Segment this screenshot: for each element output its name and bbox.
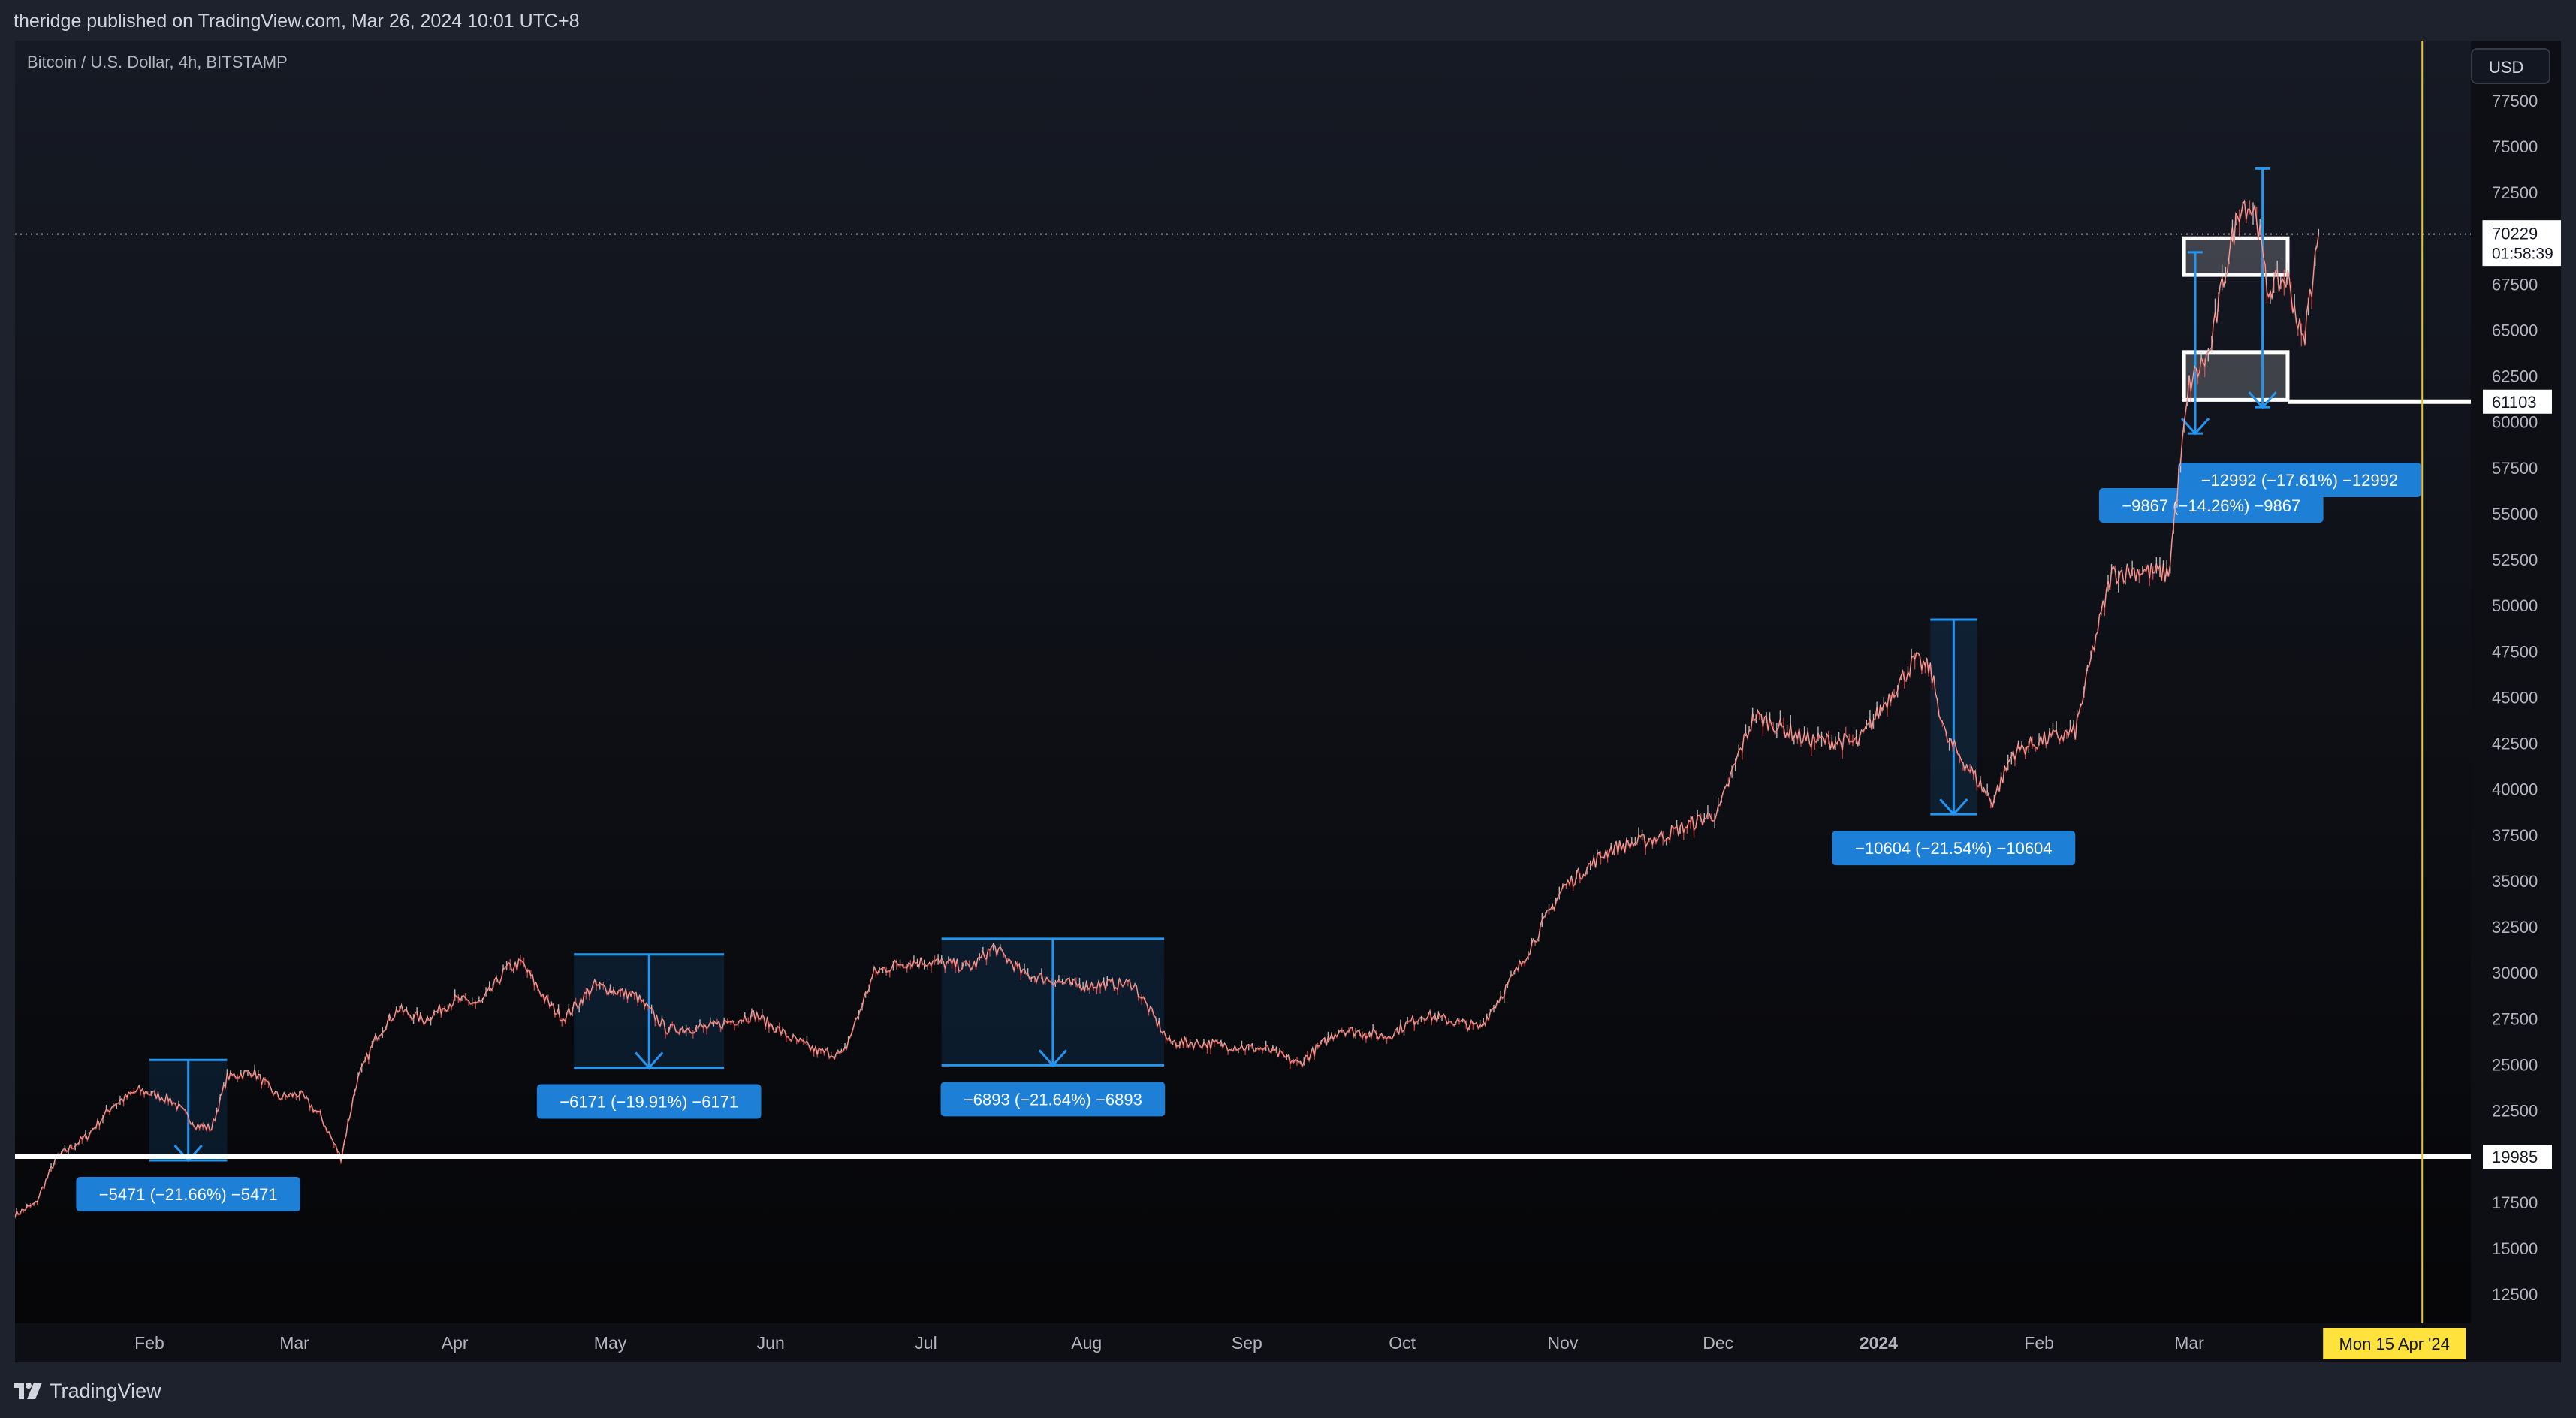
zone-box-2[interactable] (2182, 350, 2290, 402)
level-badge-box (2483, 389, 2552, 414)
y-tick-label: 40000 (2492, 780, 2538, 799)
currency-selector[interactable]: USD (2471, 48, 2550, 84)
last-price-badge: 70229 01:58:39 (2482, 220, 2561, 267)
measure-arrow-head-icon (1939, 798, 1968, 816)
x-tick-label: Mar (279, 1333, 309, 1353)
price-chart[interactable]: −5471 (−21.66%) −5471 −6171 (−19.91%) −61… (15, 41, 2561, 1362)
y-tick-label: 12500 (2492, 1285, 2538, 1304)
measure-arrow-head-icon (173, 1145, 203, 1163)
x-tick-label: Jun (757, 1333, 785, 1353)
measure-arrow-head-icon (635, 1051, 664, 1070)
measure-label-box (2178, 463, 2421, 497)
measure-tool-3[interactable]: −6893 (−21.64%) −6893 (940, 937, 1166, 1117)
y-tick-label: 47500 (2492, 642, 2538, 661)
y-tick-label: 72500 (2492, 183, 2538, 202)
x-tick-label: May (594, 1333, 627, 1353)
x-tick-label: 2024 (1860, 1333, 1898, 1353)
y-tick-label: 45000 (2492, 688, 2538, 707)
x-tick-label: Dec (1703, 1333, 1733, 1353)
y-tick-label: 67500 (2492, 275, 2538, 294)
cursor-date-badge: Mon 15 Apr '24 (2323, 1328, 2466, 1359)
measure-label-box (536, 1084, 762, 1119)
countdown-timer: 01:58:39 (2492, 246, 2553, 263)
last-price-box (2482, 220, 2561, 267)
x-tick-label: Jul (915, 1333, 937, 1353)
measure-label-text: −5471 (−21.66%) −5471 (99, 1185, 278, 1204)
measure-label-text: −6171 (−19.91%) −6171 (560, 1093, 738, 1112)
tradingview-logo[interactable]: TradingView (14, 1376, 161, 1406)
x-tick-label: Aug (1071, 1333, 1102, 1353)
tradingview-logo-icon (14, 1383, 42, 1399)
y-tick-label: 15000 (2492, 1239, 2538, 1258)
x-tick-label: Mar (2174, 1333, 2204, 1353)
y-tick-label: 42500 (2492, 735, 2538, 753)
y-tick-label: 30000 (2492, 964, 2538, 982)
level-badge-text: 19985 (2492, 1148, 2538, 1166)
x-tick-label: Feb (2024, 1333, 2054, 1353)
measure-arrow-head-icon (2248, 391, 2277, 409)
level-badge-box (2483, 1145, 2552, 1169)
cursor-date-text: Mon 15 Apr '24 (2339, 1335, 2450, 1353)
measure-label-text: −12992 (−17.61%) −12992 (2201, 471, 2398, 490)
y-tick-label: 65000 (2492, 321, 2538, 339)
measure-tool-6[interactable]: −12992 (−17.61%) −12992 (2178, 167, 2421, 497)
x-tick-label: Feb (134, 1333, 164, 1353)
x-tick-label: Apr (442, 1333, 469, 1353)
y-tick-label: 37500 (2492, 826, 2538, 845)
publish-info: theridge published on TradingView.com, M… (14, 11, 580, 32)
level-high-badge: 61103 (2483, 389, 2552, 414)
time-axis[interactable] (15, 1323, 2561, 1362)
level-badge-text: 61103 (2492, 393, 2537, 412)
measure-tool-2[interactable]: −6171 (−19.91%) −6171 (536, 953, 762, 1119)
y-tick-label: 60000 (2492, 413, 2538, 432)
publish-header: theridge published on TradingView.com, M… (0, 0, 2576, 41)
y-tick-label: 75000 (2492, 137, 2538, 156)
price-series-highlight (15, 199, 2319, 1218)
zone-box-1[interactable] (2182, 236, 2290, 277)
y-tick-label: 55000 (2492, 505, 2538, 523)
last-price-value: 70229 (2492, 225, 2538, 243)
y-tick-label: 35000 (2492, 872, 2538, 891)
measure-label-box (76, 1177, 301, 1212)
y-tick-label: 27500 (2492, 1009, 2538, 1028)
brand-name: TradingView (50, 1379, 161, 1402)
measure-label-text: −6893 (−21.64%) −6893 (964, 1090, 1142, 1109)
measure-label-box (940, 1082, 1166, 1117)
measure-arrow-head-icon (2180, 418, 2210, 436)
cursor-date-box (2323, 1328, 2466, 1359)
y-tick-label: 50000 (2492, 596, 2538, 615)
y-tick-label: 52500 (2492, 551, 2538, 569)
y-tick-label: 77500 (2492, 92, 2538, 110)
y-tick-label: 62500 (2492, 367, 2538, 386)
y-tick-label: 22500 (2492, 1102, 2538, 1121)
y-tick-label: 25000 (2492, 1055, 2538, 1074)
chart-background (15, 41, 2561, 1362)
measure-tool-4[interactable]: −10604 (−21.54%) −10604 (1832, 618, 2076, 866)
y-tick-label: 17500 (2492, 1193, 2538, 1212)
y-tick-label: 57500 (2492, 459, 2538, 478)
measure-tool-1[interactable]: −5471 (−21.66%) −5471 (76, 1058, 301, 1212)
x-tick-label: Sep (1232, 1333, 1262, 1353)
y-tick-label: 32500 (2492, 918, 2538, 937)
symbol-title: Bitcoin / U.S. Dollar, 4h, BITSTAMP (27, 53, 288, 71)
measure-arrow-head-icon (1038, 1049, 1068, 1067)
level-low-badge: 19985 (2483, 1145, 2552, 1169)
measure-label-text: −9867 (−14.26%) −9867 (2122, 496, 2300, 515)
x-tick-label: Oct (1389, 1333, 1416, 1353)
measure-label-box (1832, 831, 2076, 866)
chart-area[interactable]: −5471 (−21.66%) −5471 −6171 (−19.91%) −61… (15, 41, 2561, 1362)
footer-bar (0, 1364, 2576, 1418)
x-tick-label: Nov (1547, 1333, 1578, 1353)
measure-label-text: −10604 (−21.54%) −10604 (1855, 839, 2052, 858)
